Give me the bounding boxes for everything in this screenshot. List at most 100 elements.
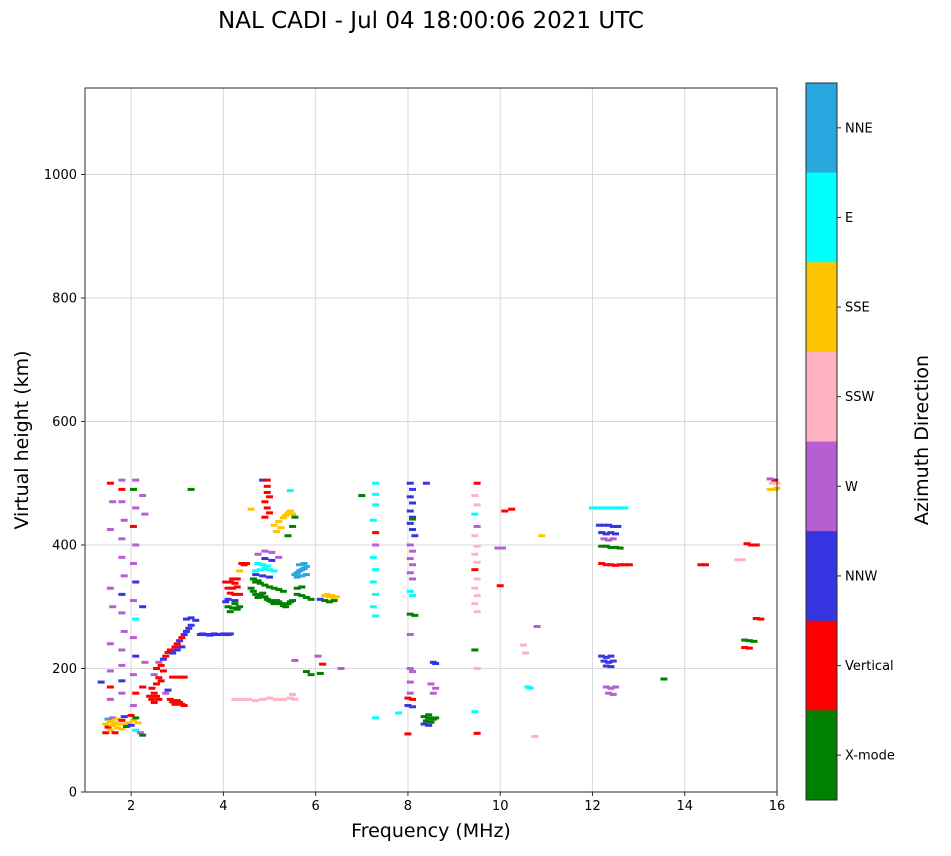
data-point (118, 727, 126, 731)
data-point (118, 478, 126, 482)
x-tick-label: 4 (219, 799, 227, 814)
data-point (176, 639, 184, 643)
data-point (337, 666, 345, 670)
data-point (284, 511, 292, 515)
data-point (372, 716, 380, 720)
data-point (231, 602, 239, 606)
data-point (425, 723, 433, 727)
data-point (180, 675, 188, 679)
x-tick-label: 14 (676, 799, 693, 814)
data-point (171, 645, 179, 649)
colorbar-tick-label: Vertical (845, 659, 894, 674)
data-point (125, 721, 133, 725)
data-point (612, 506, 620, 510)
data-point (369, 580, 377, 584)
data-point (602, 563, 610, 567)
data-point (180, 633, 188, 637)
data-point (270, 586, 278, 590)
data-point (102, 722, 110, 726)
data-point (406, 691, 414, 695)
data-point (372, 614, 380, 618)
colorbar-tick-label: E (845, 211, 853, 226)
data-point (270, 569, 278, 573)
data-point (420, 715, 428, 719)
data-point (279, 697, 287, 701)
data-point (406, 481, 414, 485)
data-point (286, 696, 294, 700)
data-point (236, 592, 244, 596)
data-point (406, 680, 414, 684)
data-point (173, 648, 181, 652)
colorbar-tick-label: SSE (845, 301, 870, 316)
x-tick-label: 6 (312, 799, 320, 814)
data-point (261, 500, 269, 504)
data-point (607, 654, 615, 658)
data-point (625, 563, 633, 567)
data-point (141, 512, 149, 516)
data-point (660, 677, 668, 681)
data-point (409, 670, 417, 674)
data-point (229, 577, 237, 581)
data-point (473, 666, 481, 670)
data-point (233, 577, 241, 581)
data-point (330, 599, 338, 603)
data-point (522, 651, 530, 655)
data-point (238, 697, 246, 701)
data-point (316, 597, 324, 601)
data-point (602, 544, 610, 548)
data-point (291, 658, 299, 662)
data-point (226, 610, 234, 614)
y-axis-label: Virtual height (km) (11, 350, 33, 530)
data-point (406, 571, 414, 575)
data-point (307, 673, 315, 677)
y-tick-label: 0 (69, 786, 77, 801)
data-point (106, 720, 114, 724)
colorbar-segment (806, 172, 837, 263)
data-point (120, 574, 128, 578)
data-point (120, 722, 128, 726)
data-point (231, 697, 239, 701)
data-point (118, 718, 126, 722)
data-point (109, 723, 117, 727)
plot-frame (84, 87, 778, 793)
data-point (372, 592, 380, 596)
data-point (150, 691, 158, 695)
data-point (266, 568, 274, 572)
data-point (286, 509, 294, 513)
data-point (743, 542, 751, 546)
data-point (372, 543, 380, 547)
data-point (406, 633, 414, 637)
data-point (422, 719, 430, 723)
data-point (129, 704, 137, 708)
data-point (268, 558, 276, 562)
data-point (182, 617, 190, 621)
data-point (148, 697, 156, 701)
colorbar-segment (806, 83, 837, 174)
data-point (302, 595, 310, 599)
data-point (499, 546, 507, 550)
data-point (118, 691, 126, 695)
x-axis-label: Frequency (MHz) (351, 820, 511, 842)
data-point (256, 594, 264, 598)
data-point (748, 543, 756, 547)
data-point (616, 563, 624, 567)
data-point (600, 659, 608, 663)
data-point (259, 574, 267, 578)
data-point (607, 665, 615, 669)
data-point (605, 523, 613, 527)
data-point (123, 725, 131, 729)
data-point (598, 562, 606, 566)
data-point (316, 671, 324, 675)
data-point (697, 563, 705, 567)
data-point (314, 654, 322, 658)
data-point (501, 509, 509, 513)
data-point (231, 592, 239, 596)
data-point (609, 659, 617, 663)
data-point (588, 506, 596, 510)
data-point (473, 731, 481, 735)
data-point (471, 568, 479, 572)
data-point (134, 721, 142, 725)
data-point (178, 636, 186, 640)
data-point (293, 586, 301, 590)
